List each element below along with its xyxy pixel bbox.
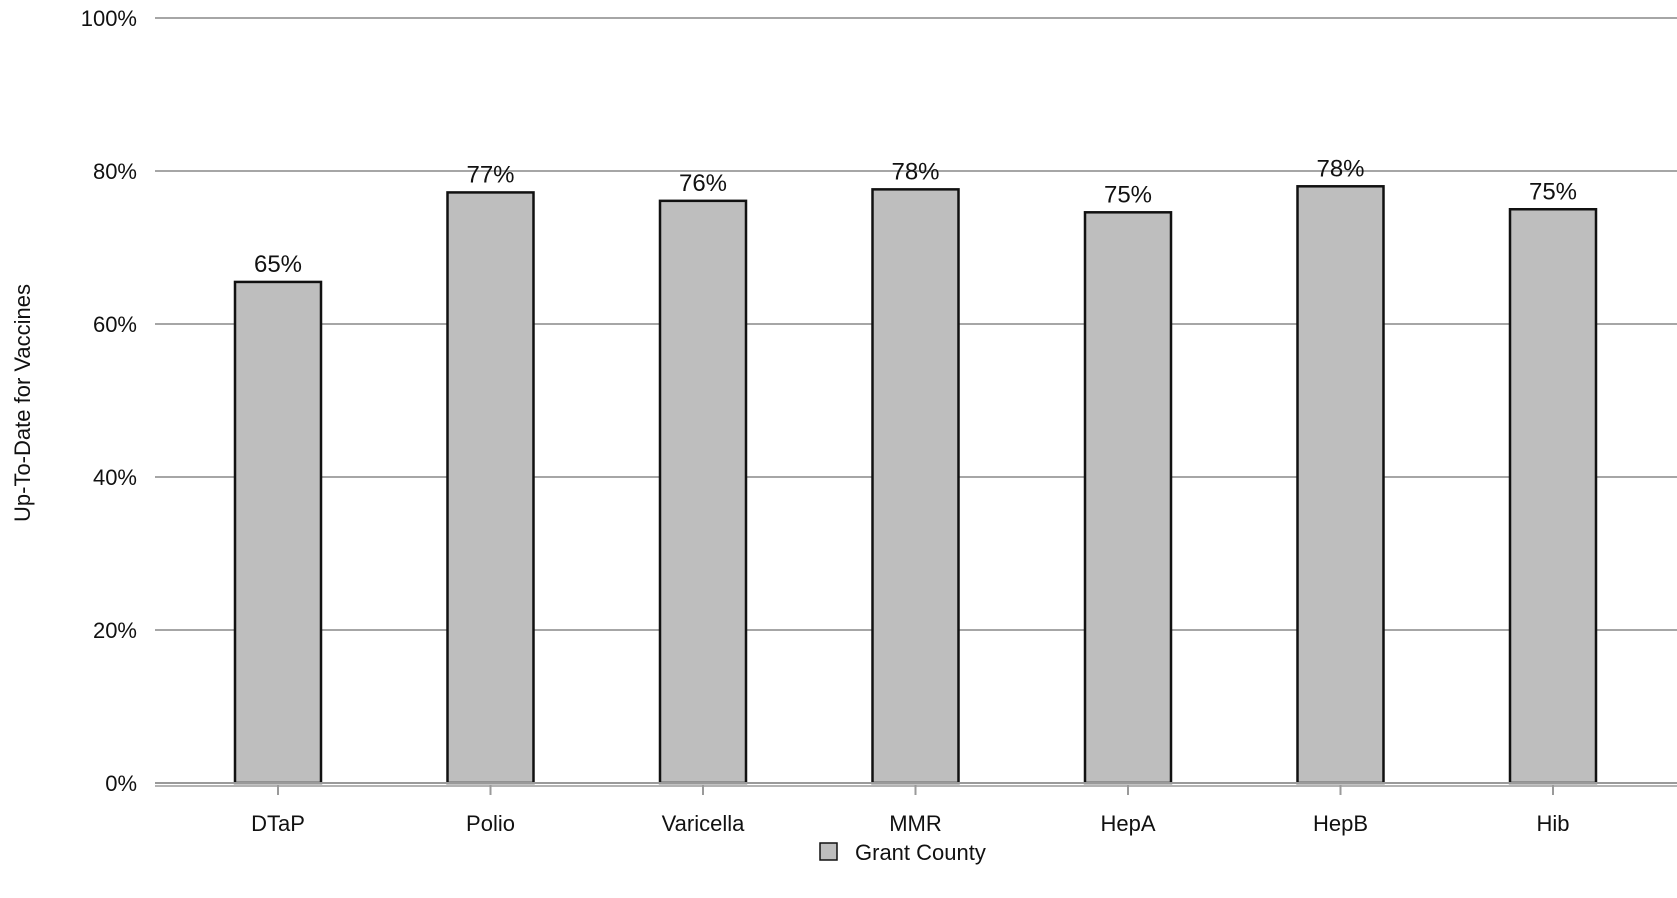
y-axis-ticks: 0% 20% 40% 60% 80% 100% [81, 6, 137, 796]
legend: Grant County [819, 840, 986, 865]
data-labels: 65% 77% 76% 78% 75% 78% 75% [254, 155, 1577, 278]
y-tick-label: 100% [81, 6, 137, 31]
y-tick-label: 60% [93, 312, 137, 337]
data-label: 75% [1529, 178, 1577, 205]
x-axis: DTaP Polio Varicella MMR HepA HepB Hib [155, 782, 1677, 836]
bar [1508, 208, 1598, 785]
bar [1296, 185, 1385, 785]
bars [233, 185, 1598, 785]
x-tick-label: DTaP [251, 811, 305, 836]
x-tick-label: HepB [1313, 811, 1368, 836]
bar [446, 191, 535, 785]
y-tick-label: 40% [93, 465, 137, 490]
x-tick-label: HepA [1100, 811, 1155, 836]
y-tick-label: 20% [93, 618, 137, 643]
legend-label: Grant County [855, 840, 986, 865]
bar [1083, 211, 1173, 785]
data-label: 77% [466, 161, 514, 188]
bar [658, 199, 748, 785]
legend-swatch [819, 842, 838, 861]
data-label: 65% [254, 251, 302, 278]
data-label: 78% [1316, 155, 1364, 182]
y-tick-label: 80% [93, 159, 137, 184]
data-label: 78% [891, 158, 939, 185]
data-label: 75% [1104, 181, 1152, 208]
bar [233, 280, 323, 785]
x-tick-label: Hib [1536, 811, 1569, 836]
x-tick-label: Polio [466, 811, 515, 836]
y-tick-label: 0% [105, 771, 137, 796]
y-axis-title: Up-To-Date for Vaccines [10, 284, 35, 522]
data-label: 76% [679, 170, 727, 197]
bar [871, 188, 960, 785]
x-tick-label: Varicella [662, 811, 746, 836]
x-tick-label: MMR [889, 811, 942, 836]
